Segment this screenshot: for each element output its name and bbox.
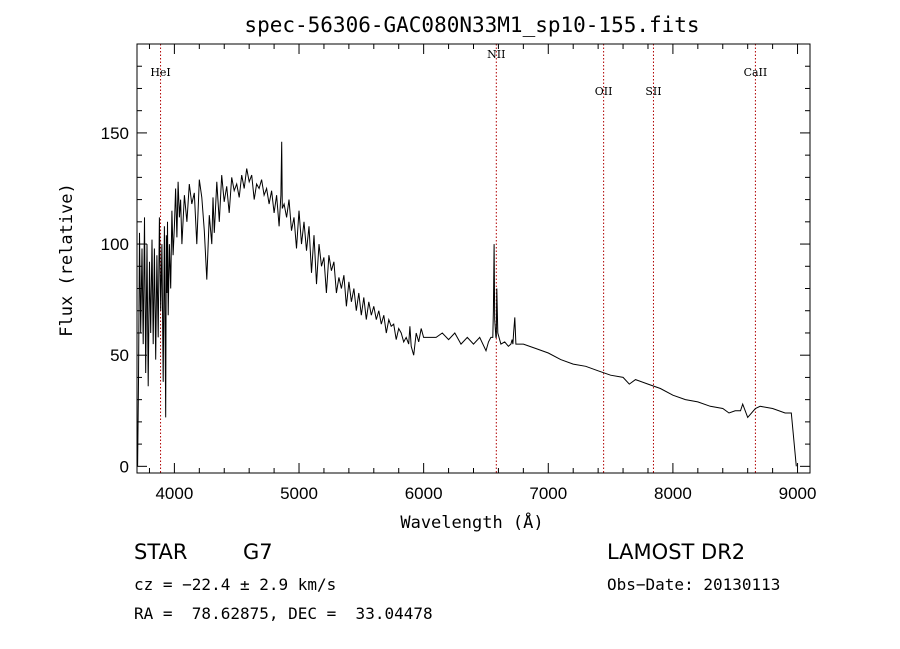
x-tick-label: 6000	[405, 484, 443, 503]
x-tick-label: 9000	[779, 484, 817, 503]
line-label-nii: NII	[487, 48, 505, 61]
y-tick-label: 0	[120, 457, 129, 476]
obs-date: Obs−Date: 20130113	[607, 575, 781, 594]
axis-tick-labels: 4000 5000 6000 7000 8000 9000 0 50 100 150	[101, 124, 817, 503]
velocity-readout: cz = −22.4 ± 2.9 km/s	[134, 575, 337, 594]
x-tick-label: 7000	[529, 484, 567, 503]
plot-frame	[136, 43, 811, 474]
x-tick-label: 8000	[654, 484, 692, 503]
x-tick-label: 4000	[155, 484, 193, 503]
spectrum-line	[137, 141, 797, 467]
chart-title: spec-56306-GAC080N33M1_sp10-155.fits	[244, 13, 699, 37]
line-label-oii: OII	[595, 85, 613, 98]
x-tick-label: 5000	[280, 484, 318, 503]
spectral-subclass: G7	[243, 540, 273, 564]
object-type: STAR	[134, 540, 188, 564]
coordinates: RA = 78.62875, DEC = 33.04478	[134, 604, 433, 623]
x-axis-label: Wavelength (Å)	[400, 511, 543, 533]
y-tick-label: 150	[101, 124, 129, 143]
line-label-caii: CaII	[744, 66, 768, 79]
axis-ticks	[137, 44, 810, 473]
survey-name: LAMOST DR2	[607, 540, 746, 564]
y-tick-label: 50	[110, 346, 129, 365]
line-label-hei: HeI	[150, 66, 170, 79]
line-label-sii: SII	[645, 85, 661, 98]
emission-line-markers: HeI NII OII SII CaII	[150, 44, 767, 473]
y-axis-label: Flux (relative)	[57, 183, 77, 337]
y-tick-label: 100	[101, 235, 129, 254]
